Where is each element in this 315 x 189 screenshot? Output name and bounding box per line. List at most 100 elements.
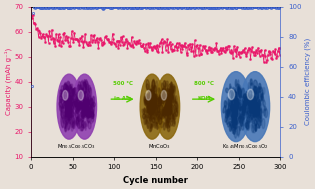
Ellipse shape [234,103,237,111]
Ellipse shape [167,125,170,132]
Ellipse shape [61,107,63,113]
Ellipse shape [234,107,237,117]
Ellipse shape [254,86,256,94]
Ellipse shape [67,105,69,113]
Ellipse shape [250,79,252,85]
Ellipse shape [84,102,88,109]
Ellipse shape [78,102,80,105]
Ellipse shape [254,102,256,111]
Ellipse shape [166,102,169,109]
Ellipse shape [63,112,66,119]
Ellipse shape [238,99,240,104]
Ellipse shape [72,99,74,105]
Ellipse shape [254,102,257,109]
Ellipse shape [82,121,84,128]
Ellipse shape [81,102,83,108]
Ellipse shape [85,106,88,116]
Ellipse shape [86,84,89,92]
Ellipse shape [147,109,151,118]
Ellipse shape [90,112,94,117]
Ellipse shape [76,97,77,103]
Ellipse shape [239,88,242,98]
Ellipse shape [68,101,70,107]
Ellipse shape [70,85,72,90]
Ellipse shape [169,89,172,94]
Ellipse shape [234,93,236,104]
Ellipse shape [150,114,152,120]
Ellipse shape [68,105,70,108]
X-axis label: Cycle number: Cycle number [123,176,188,185]
Ellipse shape [66,88,69,98]
Ellipse shape [253,98,255,103]
Ellipse shape [146,90,151,100]
Ellipse shape [169,95,171,102]
Ellipse shape [249,101,252,110]
Ellipse shape [257,93,259,100]
Ellipse shape [231,111,233,120]
Ellipse shape [250,108,252,113]
Ellipse shape [151,101,153,109]
Ellipse shape [151,100,154,108]
Ellipse shape [250,83,253,93]
Ellipse shape [256,105,258,112]
Ellipse shape [147,98,150,105]
Ellipse shape [89,88,91,96]
Ellipse shape [237,80,239,91]
Ellipse shape [231,95,234,103]
Ellipse shape [255,102,256,107]
Ellipse shape [166,95,169,101]
Ellipse shape [83,88,84,94]
Ellipse shape [155,103,157,107]
Ellipse shape [167,105,169,114]
Ellipse shape [81,80,85,90]
Ellipse shape [153,98,155,103]
Ellipse shape [169,90,171,97]
Ellipse shape [146,120,148,129]
Ellipse shape [62,102,64,109]
Ellipse shape [60,96,62,103]
Ellipse shape [65,109,67,117]
Ellipse shape [90,98,92,108]
Ellipse shape [242,113,244,120]
Ellipse shape [87,90,89,99]
Ellipse shape [158,106,160,113]
Ellipse shape [230,84,231,93]
Ellipse shape [59,102,63,108]
Ellipse shape [149,123,152,129]
Ellipse shape [67,115,69,124]
Ellipse shape [80,81,84,89]
Ellipse shape [85,103,87,108]
Ellipse shape [254,95,256,106]
Ellipse shape [68,102,70,112]
Ellipse shape [150,90,154,101]
Ellipse shape [92,105,94,113]
Ellipse shape [80,105,82,111]
Ellipse shape [78,115,80,122]
Ellipse shape [62,89,65,98]
Ellipse shape [151,87,154,93]
Ellipse shape [79,119,81,128]
Ellipse shape [63,105,66,111]
Ellipse shape [66,114,69,122]
Ellipse shape [249,102,252,111]
Ellipse shape [84,91,88,98]
Ellipse shape [248,83,249,93]
Ellipse shape [234,121,238,129]
Ellipse shape [83,103,86,112]
Ellipse shape [246,102,249,110]
Ellipse shape [152,109,154,114]
Ellipse shape [171,107,173,116]
Ellipse shape [237,106,238,110]
Ellipse shape [170,113,173,122]
Ellipse shape [243,106,246,115]
Ellipse shape [237,84,239,93]
Ellipse shape [237,126,240,135]
Ellipse shape [87,117,89,122]
Ellipse shape [234,101,238,110]
Ellipse shape [152,109,154,117]
Ellipse shape [88,85,90,92]
Ellipse shape [238,113,240,121]
Ellipse shape [241,106,244,117]
Ellipse shape [221,72,251,142]
Ellipse shape [156,111,158,120]
